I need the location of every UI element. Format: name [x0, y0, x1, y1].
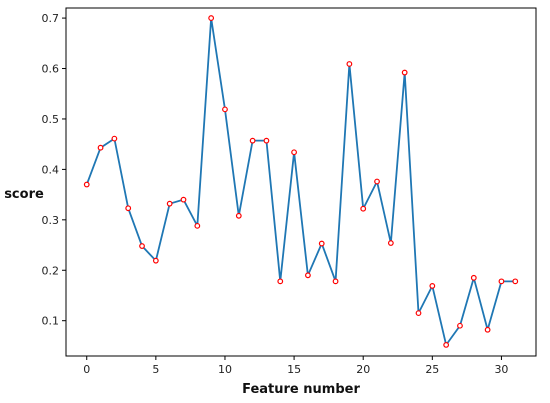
data-point [332, 278, 339, 285]
data-point [180, 196, 187, 203]
y-tick-label: 0.1 [42, 315, 60, 328]
data-point [125, 205, 132, 212]
y-tick-label: 0.3 [42, 214, 60, 227]
data-point [263, 137, 270, 144]
data-point [277, 278, 284, 285]
x-axis-ticks: 0 5 10 15 20 25 30 [83, 356, 508, 376]
series-layer [83, 15, 519, 348]
data-point [498, 278, 505, 285]
data-point [415, 310, 422, 317]
data-point [443, 342, 450, 348]
x-axis-label: Feature number [242, 382, 360, 397]
plot-frame [65, 7, 537, 357]
x-tick-label: 10 [218, 363, 232, 376]
x-tick-label: 25 [425, 363, 439, 376]
data-point [249, 137, 256, 144]
data-point [387, 240, 394, 246]
data-point [374, 178, 380, 185]
data-point [512, 278, 519, 285]
y-tick-label: 0.7 [42, 12, 60, 25]
data-point [208, 15, 215, 21]
data-point [401, 69, 408, 76]
data-point [457, 322, 463, 329]
y-tick-label: 0.5 [42, 113, 60, 126]
data-point [83, 181, 90, 188]
data-point [235, 212, 242, 219]
y-tick-label: 0.4 [42, 163, 60, 176]
x-tick-label: 20 [356, 363, 370, 376]
data-point [360, 205, 367, 212]
data-point [470, 274, 477, 281]
y-axis-ticks: 0.1 0.2 0.3 0.4 0.5 0.6 0.7 [42, 12, 66, 328]
x-tick-label: 5 [152, 363, 159, 376]
data-point [194, 222, 201, 229]
data-point [484, 326, 491, 333]
data-point [429, 282, 436, 289]
data-point [111, 135, 118, 142]
y-axis-label: score [4, 187, 44, 202]
data-point [291, 149, 297, 156]
data-point [139, 243, 145, 249]
x-tick-label: 15 [287, 363, 301, 376]
x-tick-label: 0 [83, 363, 90, 376]
y-tick-label: 0.6 [42, 63, 60, 76]
data-point [152, 257, 159, 264]
data-point [305, 272, 311, 279]
data-point [222, 106, 228, 113]
data-point [318, 240, 325, 247]
data-point [346, 61, 353, 67]
y-tick-label: 0.2 [42, 264, 60, 277]
x-tick-label: 30 [494, 363, 508, 376]
data-point [166, 200, 173, 207]
series-line [85, 17, 516, 346]
data-point [97, 144, 104, 151]
